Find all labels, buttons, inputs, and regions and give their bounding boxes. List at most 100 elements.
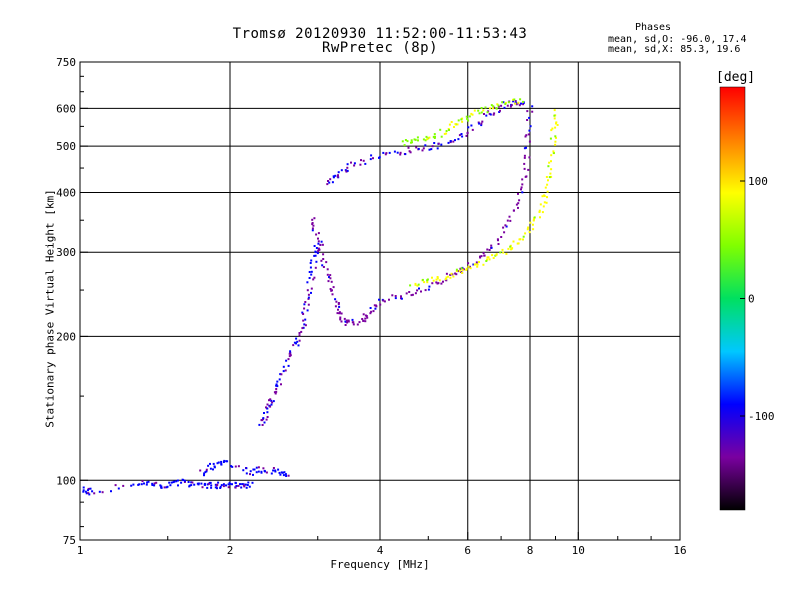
data-point	[346, 166, 349, 169]
data-point	[468, 265, 471, 268]
data-point	[552, 150, 555, 153]
data-point	[370, 154, 373, 157]
data-point	[526, 110, 529, 113]
data-point	[478, 261, 480, 263]
data-point	[311, 222, 314, 224]
data-point	[449, 140, 452, 143]
data-point	[261, 424, 264, 426]
data-point	[91, 490, 94, 493]
data-point	[426, 281, 429, 284]
y-tick-label: 75	[63, 534, 76, 547]
data-point	[249, 470, 252, 473]
data-point	[114, 484, 117, 487]
data-point	[237, 465, 240, 468]
data-point	[399, 153, 402, 156]
data-point	[470, 112, 473, 115]
data-point	[426, 279, 429, 282]
data-point	[432, 279, 435, 282]
data-point	[424, 144, 427, 147]
data-point	[275, 390, 278, 393]
data-point	[489, 107, 491, 110]
x-tick-label: 10	[572, 544, 585, 557]
data-point	[331, 181, 334, 184]
data-point	[84, 490, 87, 493]
data-point	[477, 109, 480, 112]
data-point	[364, 320, 367, 323]
data-point	[255, 471, 258, 474]
data-point	[403, 144, 406, 147]
data-point	[275, 388, 278, 390]
data-point	[502, 226, 505, 229]
data-point	[321, 264, 324, 267]
data-point	[514, 100, 517, 102]
data-point	[465, 267, 468, 270]
data-point	[217, 461, 220, 464]
data-point	[345, 319, 348, 322]
data-point	[177, 484, 179, 487]
data-point	[203, 472, 206, 475]
data-point	[285, 475, 288, 477]
data-point	[310, 273, 313, 276]
data-point	[492, 257, 495, 259]
data-point	[538, 211, 541, 213]
data-point	[388, 298, 390, 301]
data-point	[528, 231, 531, 234]
data-point	[359, 163, 362, 166]
data-point	[209, 467, 212, 470]
data-point	[550, 168, 553, 171]
data-point	[319, 244, 322, 246]
data-point	[556, 124, 559, 126]
data-point	[531, 105, 534, 108]
data-point	[197, 482, 200, 485]
data-point	[334, 298, 337, 301]
data-point	[243, 484, 245, 487]
data-point	[516, 242, 519, 245]
data-point	[280, 383, 282, 386]
data-point	[110, 490, 112, 493]
data-point	[495, 253, 498, 256]
x-axis-label: Frequency [MHz]	[330, 558, 430, 571]
data-point	[502, 251, 505, 254]
data-point	[522, 235, 525, 238]
data-point	[459, 270, 462, 273]
data-point	[151, 484, 154, 486]
data-point	[503, 106, 506, 109]
data-point	[209, 481, 212, 484]
data-point	[458, 134, 461, 137]
data-point	[455, 273, 458, 276]
data-point	[539, 216, 541, 219]
data-point	[428, 136, 431, 139]
data-point	[553, 114, 556, 117]
data-point	[317, 250, 320, 253]
data-point	[465, 134, 468, 137]
data-point	[417, 147, 420, 150]
data-point	[467, 126, 470, 129]
data-point	[222, 483, 225, 486]
data-point	[297, 344, 300, 347]
data-point	[471, 128, 474, 131]
data-point	[539, 203, 542, 206]
data-point	[292, 344, 295, 347]
data-point	[486, 248, 489, 251]
data-point	[313, 217, 316, 220]
data-point	[462, 268, 465, 271]
data-point	[87, 487, 90, 490]
data-point	[306, 289, 309, 292]
data-point	[223, 459, 226, 462]
colorbar-tick-label: -100	[748, 410, 775, 423]
data-point	[273, 391, 276, 394]
data-point	[271, 401, 274, 404]
data-point	[274, 392, 277, 395]
data-point	[394, 295, 397, 297]
data-point	[317, 249, 320, 251]
data-point	[245, 467, 248, 470]
data-point	[285, 359, 288, 362]
data-point	[438, 279, 441, 282]
data-point	[474, 263, 477, 266]
data-point	[289, 352, 292, 355]
data-point	[340, 320, 343, 323]
data-point	[332, 176, 335, 179]
data-point	[491, 254, 494, 257]
data-point	[417, 283, 420, 286]
data-point	[523, 154, 526, 157]
